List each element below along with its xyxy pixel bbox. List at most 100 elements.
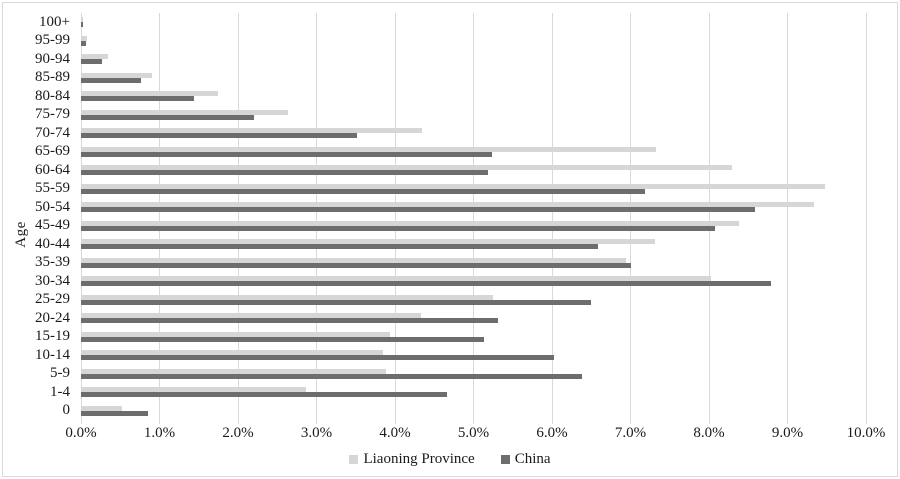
legend-swatch-liaoning (349, 455, 359, 464)
legend-item-china: China (500, 451, 551, 468)
bar-liaoning (81, 387, 306, 392)
y-axis-label: 45-49 (35, 217, 70, 234)
bar-china (81, 225, 716, 231)
bar-row (81, 383, 866, 402)
y-axis-category-labels: 100+ 95-99 90-94 85-89 80-84 75-79 70-74 65-69 6… (0, 13, 76, 420)
legend-label-liaoning: Liaoning Province (363, 451, 475, 467)
bar-row (81, 254, 866, 273)
bar-row (81, 346, 866, 365)
axis-tick (551, 420, 553, 424)
x-axis-label: 6.0% (536, 425, 568, 441)
plot-area (80, 13, 867, 424)
x-axis-label: 4.0% (379, 425, 411, 441)
bar-liaoning (81, 368, 387, 374)
gridline (551, 13, 553, 420)
axis-tick (865, 420, 867, 424)
bar-china (81, 318, 498, 323)
bar-row (81, 198, 866, 217)
bar-china (81, 151, 493, 157)
bar-liaoning (81, 313, 421, 318)
bar-liaoning (81, 128, 423, 133)
y-axis-label: 0 (62, 402, 71, 419)
bar-china (81, 262, 632, 268)
gridline (473, 13, 474, 420)
bar-liaoning (81, 146, 656, 152)
bar-row (81, 124, 866, 143)
bar-china (81, 207, 755, 212)
axis-tick (237, 420, 239, 424)
bar-china (81, 114, 255, 120)
bar-liaoning (81, 276, 712, 281)
bar-liaoning (81, 165, 732, 170)
bar-rows (81, 13, 866, 420)
x-axis-tick-labels: 0.0% 1.0% 2.0% 3.0% 4.0% 5.0% 6.0% 7.0% 8.0% 9.0%… (0, 425, 900, 443)
bar-china (81, 355, 555, 360)
bar-china (81, 77, 142, 83)
y-axis-label: 50-54 (35, 198, 70, 215)
x-axis-label: 8.0% (693, 425, 725, 441)
bar-china (81, 392, 447, 397)
bar-china (81, 299, 592, 305)
y-axis-label: 40-44 (35, 235, 70, 252)
bar-china (81, 281, 771, 286)
y-axis-label: 55-59 (35, 180, 70, 197)
bar-liaoning (81, 17, 83, 22)
gridline (787, 13, 788, 420)
bar-liaoning (81, 54, 108, 59)
y-axis-label: 85-89 (35, 69, 70, 86)
bar-row (81, 180, 866, 199)
y-axis-label: 90-94 (35, 50, 70, 67)
bar-row (81, 69, 866, 88)
y-axis-label: 95-99 (35, 32, 70, 49)
bar-row (81, 161, 866, 180)
x-axis-label: 0.0% (65, 425, 97, 441)
y-axis-label: 80-84 (35, 87, 70, 104)
legend-item-liaoning: Liaoning Province (349, 451, 475, 468)
bar-row (81, 143, 866, 162)
y-axis-label: 65-69 (35, 143, 70, 160)
axis-tick (80, 420, 82, 424)
bar-liaoning (81, 35, 88, 41)
y-axis-label: 10-14 (35, 346, 70, 363)
x-axis-label: 10.0% (846, 425, 886, 441)
gridline (316, 13, 317, 420)
bar-row (81, 291, 866, 310)
bar-row (81, 106, 866, 125)
bar-china (81, 59, 103, 64)
bar-liaoning (81, 239, 655, 244)
bar-row (81, 328, 866, 347)
y-axis-label: 5-9 (50, 365, 70, 382)
legend-swatch-china (500, 455, 510, 464)
gridline (865, 13, 867, 420)
bar-row (81, 402, 866, 421)
bar-china (81, 373, 582, 379)
y-axis-label: 15-19 (35, 328, 70, 345)
bar-row (81, 32, 866, 51)
x-axis-label: 3.0% (300, 425, 333, 441)
axis-tick (708, 420, 710, 424)
bar-china (81, 244, 598, 249)
x-axis-label: 1.0% (143, 425, 176, 441)
bar-china (81, 336, 485, 342)
y-axis-label: 20-24 (35, 309, 70, 326)
bar-liaoning (81, 405, 122, 411)
bar-china (81, 96, 195, 101)
y-axis-label: 70-74 (35, 124, 70, 141)
bar-china (81, 22, 83, 27)
gridline (708, 13, 710, 420)
legend-label-china: China (514, 451, 551, 467)
bar-liaoning (81, 109, 289, 115)
gridline (630, 13, 631, 420)
x-axis-label: 2.0% (222, 425, 254, 441)
bar-china (81, 133, 358, 138)
bar-liaoning (81, 350, 384, 355)
y-axis-label: 25-29 (35, 291, 70, 308)
axis-tick (473, 420, 474, 424)
legend: Liaoning Province China (0, 451, 900, 468)
bar-row (81, 272, 866, 291)
axis-tick (159, 420, 160, 424)
x-axis-label: 5.0% (457, 425, 490, 441)
gridline (159, 13, 160, 420)
axis-tick (630, 420, 631, 424)
